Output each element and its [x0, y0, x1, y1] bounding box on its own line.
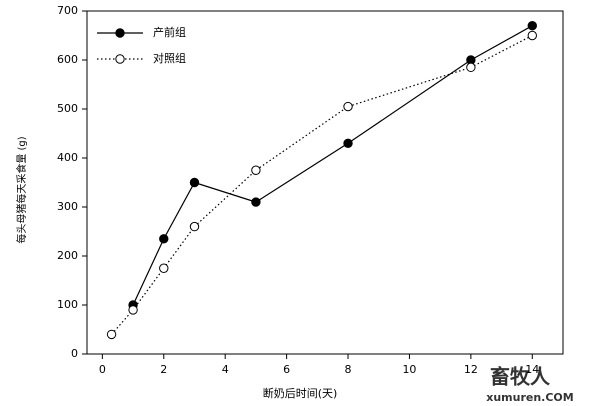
legend-label: 产前组 [153, 25, 186, 39]
data-point [159, 234, 169, 244]
y-tick-label: 700 [57, 4, 78, 17]
data-point [189, 221, 200, 232]
legend-marker [115, 28, 125, 38]
y-axis-label: 每头母猪每天采食量 (g) [15, 136, 28, 243]
y-tick-label: 500 [57, 102, 78, 115]
data-point [527, 21, 537, 31]
y-tick-label: 200 [57, 249, 78, 262]
x-tick-label: 12 [464, 363, 478, 376]
x-tick-label: 14 [525, 363, 539, 376]
y-tick-label: 300 [57, 200, 78, 213]
data-point [466, 62, 476, 73]
legend-label: 对照组 [153, 51, 186, 65]
x-tick-label: 8 [345, 363, 352, 376]
x-tick-label: 4 [222, 363, 229, 376]
data-point [106, 329, 117, 340]
watermark: 畜牧人 [490, 365, 551, 389]
y-tick-label: 600 [57, 53, 78, 66]
y-tick-label: 0 [71, 347, 78, 360]
x-tick-label: 2 [160, 363, 167, 376]
legend-marker [115, 54, 125, 64]
y-tick-label: 100 [57, 298, 78, 311]
x-tick-label: 0 [99, 363, 106, 376]
x-axis-label: 断奶后时间(天) [263, 386, 338, 400]
data-point [251, 197, 261, 207]
watermark: xumuren.COM [486, 391, 573, 404]
x-tick-label: 6 [283, 363, 290, 376]
data-point [343, 138, 353, 149]
data-point [189, 177, 200, 188]
series-line [111, 34, 533, 335]
data-point [251, 165, 261, 175]
data-point [527, 30, 537, 41]
x-tick-label: 10 [402, 363, 416, 376]
data-point [128, 305, 138, 315]
data-point [343, 101, 353, 112]
plot-frame [86, 10, 564, 355]
data-point [159, 263, 169, 273]
y-tick-label: 400 [57, 151, 78, 164]
